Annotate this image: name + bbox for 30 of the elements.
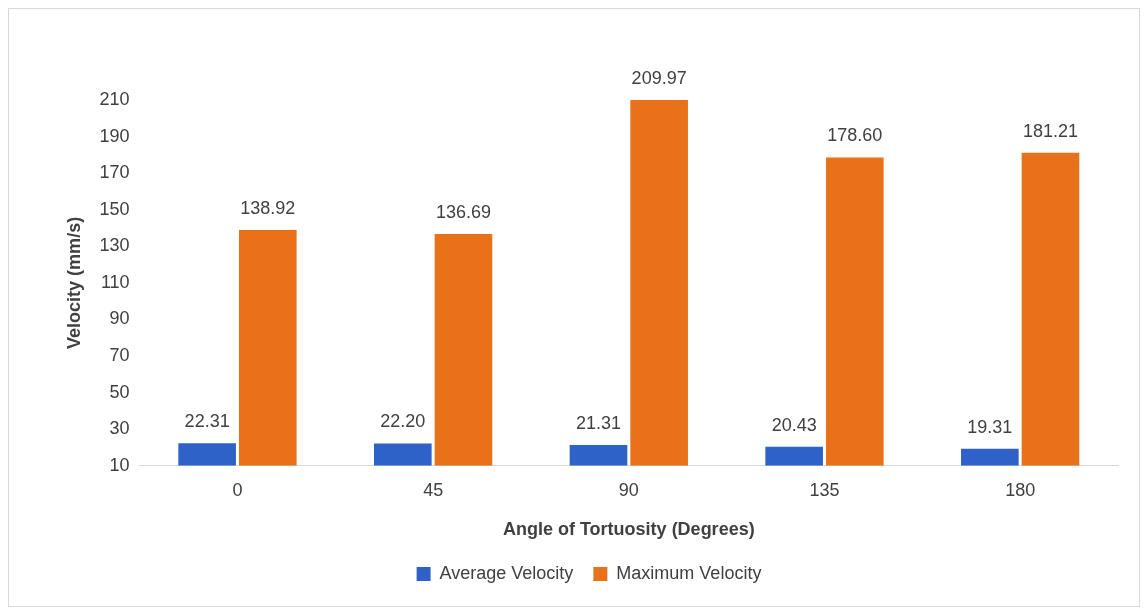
data-label: 19.31 [967, 416, 1013, 437]
data-label: 138.92 [240, 197, 296, 218]
y-tick-label: 70 [109, 345, 130, 366]
y-tick-label: 90 [109, 308, 130, 329]
y-tick-label: 190 [99, 125, 130, 146]
y-axis-title: Velocity (mm/s) [63, 216, 84, 349]
data-label: 209.97 [631, 68, 687, 89]
y-tick-label: 10 [109, 454, 130, 475]
y-tick-label: 50 [109, 381, 130, 402]
y-tick-label: 150 [99, 198, 130, 219]
y-tick-label: 110 [100, 271, 130, 292]
data-label: 20.43 [771, 414, 817, 435]
y-tick-label: 130 [99, 235, 130, 256]
x-tick-label: 135 [809, 479, 840, 500]
data-label: 136.69 [435, 202, 491, 223]
x-tick-label: 180 [1005, 479, 1036, 500]
x-tick-label: 90 [618, 479, 639, 500]
legend-label: Average Velocity [439, 562, 574, 583]
legend-label: Maximum Velocity [616, 562, 762, 583]
x-axis-title: Angle of Tortuosity (Degrees) [502, 519, 755, 540]
y-tick-label: 210 [99, 88, 130, 109]
x-tick-label: 0 [232, 479, 243, 500]
data-label: 178.60 [827, 125, 883, 146]
data-label: 21.31 [575, 413, 622, 434]
data-label: 181.21 [1022, 120, 1079, 141]
y-tick-label: 170 [99, 162, 130, 183]
data-label: 22.20 [380, 411, 426, 432]
data-label: 22.31 [184, 411, 230, 432]
x-tick-label: 45 [423, 479, 444, 500]
y-tick-label: 30 [109, 418, 130, 439]
